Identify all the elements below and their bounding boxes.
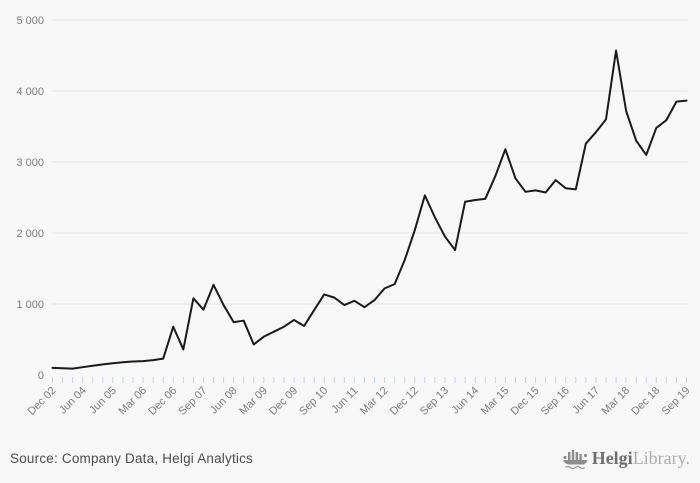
- svg-text:Mar 09: Mar 09: [237, 385, 270, 418]
- svg-text:Sep 19: Sep 19: [659, 385, 692, 418]
- svg-text:0: 0: [38, 370, 44, 382]
- gridlines: [51, 19, 688, 305]
- source-caption: Source: Company Data, Helgi Analytics: [10, 451, 254, 466]
- svg-text:2 000: 2 000: [16, 228, 44, 240]
- svg-text:3 000: 3 000: [16, 157, 44, 169]
- svg-text:Mar 06: Mar 06: [116, 385, 149, 418]
- svg-text:Sep 10: Sep 10: [297, 385, 330, 418]
- svg-text:1 000: 1 000: [16, 299, 44, 311]
- svg-text:Dec 15: Dec 15: [509, 385, 542, 418]
- svg-text:Jun 14: Jun 14: [449, 385, 481, 417]
- svg-text:Dec 02: Dec 02: [25, 385, 58, 418]
- svg-text:Mar 15: Mar 15: [479, 385, 512, 418]
- svg-text:Sep 16: Sep 16: [539, 385, 572, 418]
- svg-text:Dec 18: Dec 18: [629, 385, 662, 418]
- svg-text:Jun 04: Jun 04: [57, 385, 89, 417]
- svg-text:Dec 12: Dec 12: [388, 385, 421, 418]
- svg-text:Sep 07: Sep 07: [176, 385, 209, 418]
- svg-text:Jun 08: Jun 08: [208, 385, 240, 417]
- logo-text-library: Library.: [632, 448, 690, 468]
- chart-footer: Source: Company Data, Helgi Analytics He…: [0, 440, 700, 483]
- svg-text:Jun 11: Jun 11: [329, 385, 360, 416]
- series-line: [51, 49, 688, 370]
- svg-text:Sep 13: Sep 13: [418, 385, 451, 418]
- y-axis-labels: 0 1 000 2 000 3 000 4 000 5 000: [16, 15, 44, 382]
- x-axis-ticks: [52, 377, 687, 383]
- ship-bars-icon: [563, 449, 588, 469]
- svg-text:5 000: 5 000: [16, 15, 44, 27]
- svg-text:Jun 05: Jun 05: [87, 385, 119, 417]
- logo-text-helgi: Helgi: [591, 448, 633, 468]
- svg-text:4 000: 4 000: [16, 86, 44, 98]
- svg-text:Mar 18: Mar 18: [600, 385, 633, 418]
- helgi-library-logo: HelgiLibrary.: [562, 447, 690, 471]
- svg-text:Mar 12: Mar 12: [358, 385, 391, 418]
- svg-text:Dec 06: Dec 06: [146, 385, 179, 418]
- svg-text:Jun 17: Jun 17: [570, 385, 602, 417]
- svg-text:Dec 09: Dec 09: [267, 385, 300, 418]
